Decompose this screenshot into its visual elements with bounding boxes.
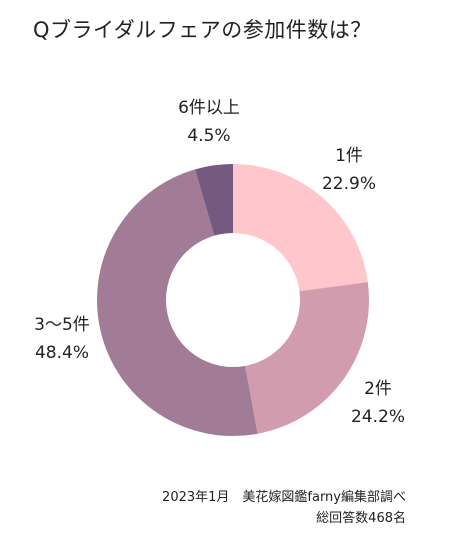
chart-footer: 2023年1月 美花嫁図鑑farny編集部調べ 総回答数468名 xyxy=(162,487,406,529)
slice-value-3: 4.5% xyxy=(187,126,230,146)
slice-label-2: 3〜5件 xyxy=(34,315,90,335)
chart-title: Qブライダルフェアの参加件数は？ xyxy=(33,18,372,42)
slice-label-1: 2件 xyxy=(364,379,392,399)
source-note: 2023年1月 美花嫁図鑑farny編集部調べ xyxy=(162,490,406,505)
slice-labels: 1件 22.9% 2件 24.2% 3〜5件 48.4% 6件以上 4.5% xyxy=(34,98,405,427)
slice-label-3: 6件以上 xyxy=(178,98,240,118)
response-count: 総回答数468名 xyxy=(316,511,406,526)
slice-value-0: 22.9% xyxy=(322,174,376,194)
slice-value-1: 24.2% xyxy=(351,407,405,427)
slice-value-2: 48.4% xyxy=(35,343,89,363)
donut-hole xyxy=(166,233,300,367)
slice-label-0: 1件 xyxy=(335,146,363,166)
